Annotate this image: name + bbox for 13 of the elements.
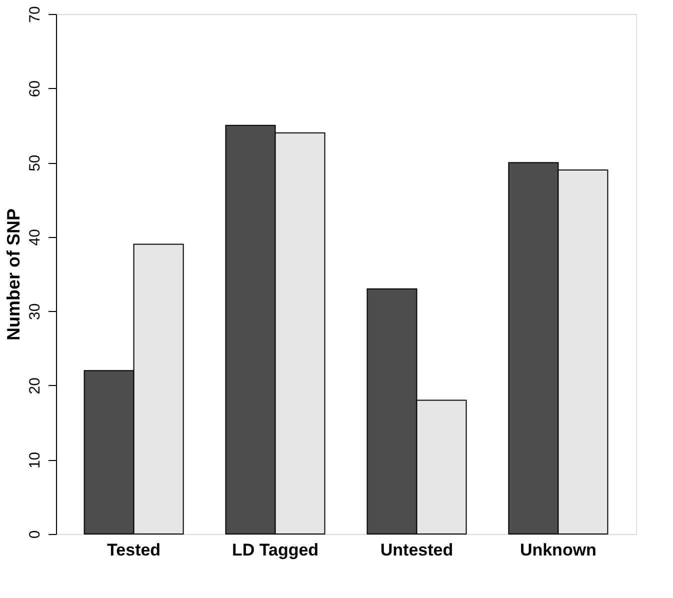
y-tick-label: 0 bbox=[26, 530, 44, 539]
y-tick-label: 10 bbox=[26, 452, 44, 469]
y-axis-title: Number of SNP bbox=[4, 208, 24, 341]
y-tick-label: 40 bbox=[26, 229, 44, 246]
y-tick-label: 70 bbox=[26, 6, 44, 23]
y-tick-label: 60 bbox=[26, 80, 44, 98]
x-tick-label: Tested bbox=[107, 540, 161, 560]
y-tick-label: 50 bbox=[26, 154, 44, 172]
x-tick-label: Unknown bbox=[520, 540, 596, 560]
y-tick-label: 20 bbox=[26, 378, 44, 394]
x-tick-label: LD Tagged bbox=[232, 540, 319, 560]
x-tick-label: Untested bbox=[380, 540, 454, 560]
y-tick-label: 30 bbox=[26, 303, 44, 320]
